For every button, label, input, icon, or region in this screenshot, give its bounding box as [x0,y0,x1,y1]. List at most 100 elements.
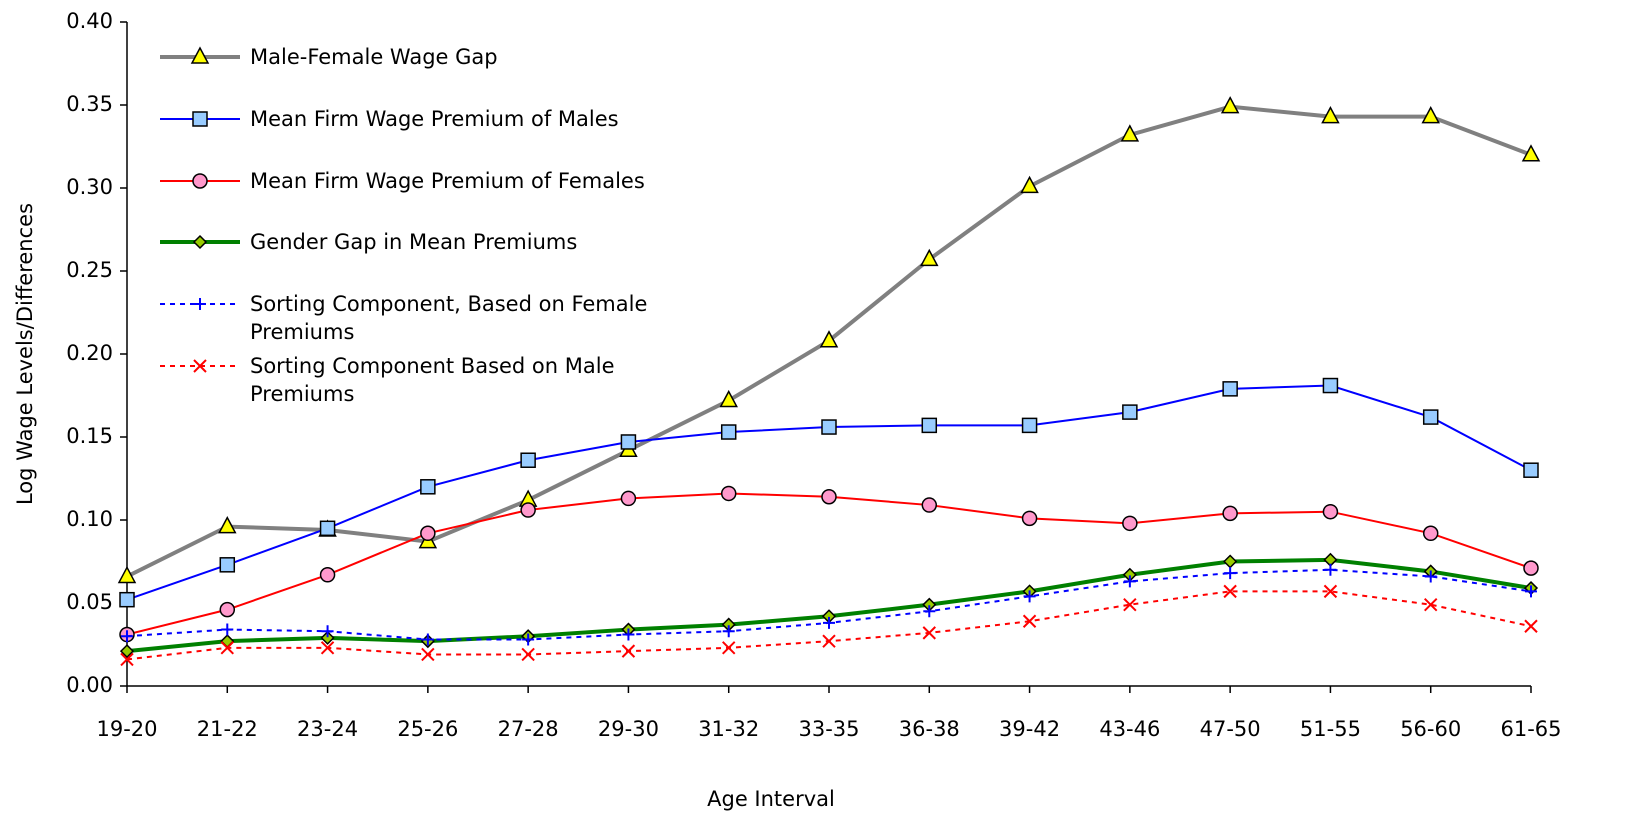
marker [1422,525,1439,542]
marker [720,485,737,502]
marker [218,516,237,534]
marker [1321,106,1340,124]
y-tick-label: 0.10 [66,507,113,531]
x-tick-label: 39-42 [999,717,1060,741]
marker [1223,584,1237,599]
marker [120,652,134,667]
marker [620,434,637,450]
marker [1123,597,1137,612]
y-tick-label: 0.25 [66,258,113,282]
series-markers [119,485,1539,643]
marker [722,641,736,655]
marker [620,490,637,507]
marker [1523,560,1539,576]
marker [1222,381,1238,397]
x-tick-label: 23-24 [297,717,358,741]
marker [922,626,936,640]
legend-label: Gender Gap in Mean Premiums [250,230,578,254]
marker [320,630,335,645]
series-line [126,557,1532,654]
marker [119,591,135,608]
x-tick-label: 43-46 [1099,717,1160,741]
marker [1422,409,1439,425]
series-markers [121,563,1537,646]
x-tick-label: 31-32 [698,717,759,741]
y-tick-label: 0.35 [66,92,113,116]
marker [921,417,938,434]
x-tick-label: 19-20 [96,717,157,741]
x-tick-label: 29-30 [598,717,659,741]
marker [1224,567,1237,580]
legend-label: Mean Firm Wage Premium of Males [250,107,619,131]
y-tick-label: 0.20 [66,341,113,365]
marker [1022,614,1037,628]
x-tick-label: 47-50 [1200,717,1261,741]
marker [1020,175,1039,194]
marker [921,497,938,513]
y-tick-label: 0.05 [66,590,113,614]
legend-label: Sorting Component, Based on Female Premi… [250,292,648,344]
marker [522,633,535,646]
marker [319,520,336,537]
marker [1120,124,1140,142]
marker [319,567,336,583]
y-tick-label: 0.00 [66,673,113,697]
marker [1122,515,1138,532]
x-tick-label: 27-28 [498,717,559,741]
marker [1324,563,1337,576]
marker [1222,505,1238,522]
marker [1021,417,1038,434]
marker [1323,584,1338,599]
marker [821,419,837,435]
legend-label: Male-Female Wage Gap [250,45,498,69]
x-tick-label: 61-65 [1500,717,1561,741]
y-tick-label: 0.30 [66,175,113,199]
y-tick-label: 0.15 [66,424,113,448]
marker [193,359,207,373]
marker [920,248,939,267]
marker [1421,106,1440,124]
marker [219,557,236,573]
marker [1123,575,1136,588]
marker [192,111,208,127]
marker [221,623,234,636]
marker [819,330,839,348]
marker [1424,570,1437,583]
marker [1322,377,1339,394]
x-tick-label: 25-26 [397,717,458,741]
marker [1524,619,1538,633]
marker [923,605,936,618]
marker [420,525,436,542]
marker [719,389,738,408]
x-tick-label: 56-60 [1400,717,1461,741]
x-tick-label: 21-22 [197,717,258,741]
y-axis-title: Log Wage Levels/Differences [13,203,37,505]
x-tick-label: 36-38 [899,717,960,741]
marker [190,46,210,64]
marker [520,452,536,468]
marker [194,298,206,310]
marker [1223,554,1238,569]
series-markers [119,377,1539,608]
marker [1021,510,1038,527]
marker [117,565,137,584]
marker [1220,96,1240,114]
marker [821,489,837,505]
x-tick-label: 51-55 [1300,717,1361,741]
marker [219,601,236,618]
marker [621,644,636,658]
marker [220,641,234,655]
marker [1023,590,1036,603]
marker [822,634,836,648]
x-axis-title: Age Interval [707,787,835,811]
marker [119,644,135,659]
y-tick-label: 0.40 [66,9,113,33]
series-markers [120,584,1538,667]
marker [192,173,208,189]
marker [421,633,434,646]
marker [420,479,436,495]
marker [1523,462,1539,478]
legend-label: Sorting Component Based on Male Premiums [250,354,615,406]
